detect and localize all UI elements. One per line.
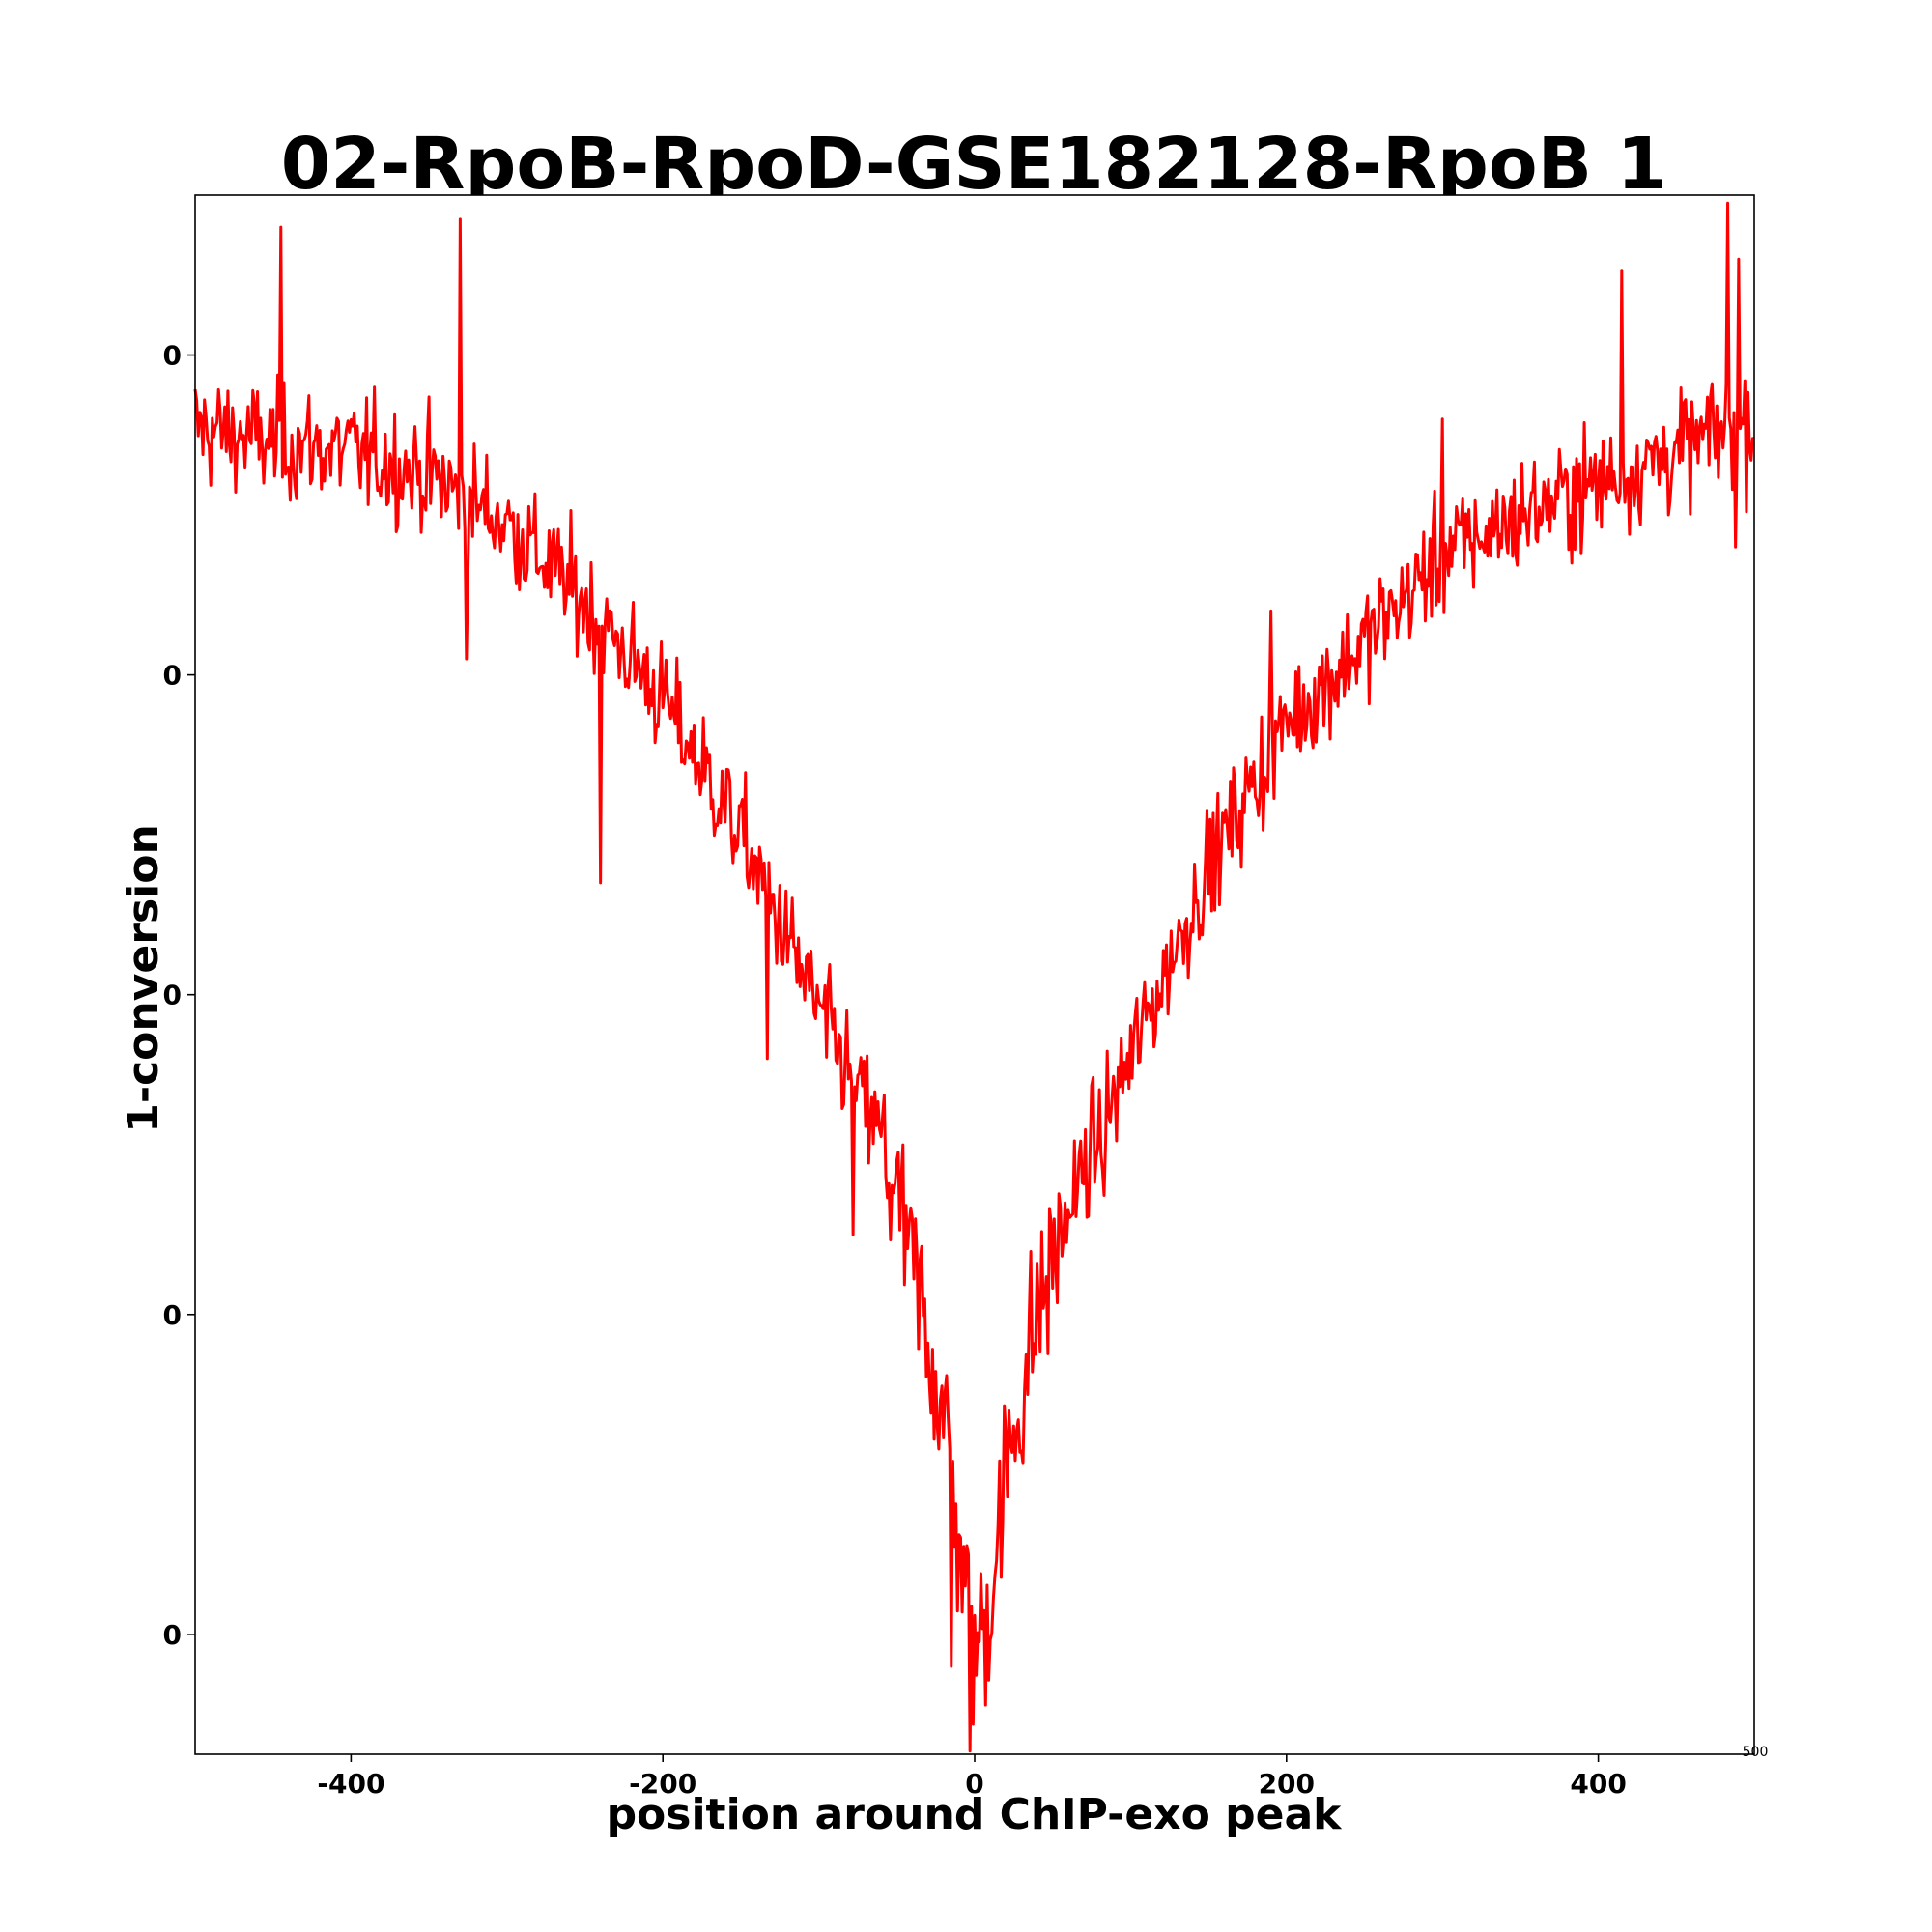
chart-title: 02-RpoB-RpoD-GSE182128-RpoB 1 xyxy=(281,123,1667,206)
x-axis-label: position around ChIP-exo peak xyxy=(607,1790,1344,1839)
x-axis: -400 -200 0 200 400 xyxy=(317,1754,1627,1800)
y-axis-label: 1-conversion xyxy=(119,824,168,1133)
x-tick-label: -400 xyxy=(317,1768,384,1800)
y-tick-label: 0 xyxy=(163,1619,182,1651)
y-tick-label: 0 xyxy=(163,1299,182,1331)
corner-tick-label: 500 xyxy=(1743,1745,1769,1760)
y-tick-label: 0 xyxy=(163,660,182,692)
plot-background xyxy=(195,195,1754,1754)
plot-area xyxy=(193,194,1755,1755)
y-tick-label: 0 xyxy=(163,340,182,372)
x-tick-label: 0 xyxy=(965,1768,983,1800)
series-line xyxy=(193,201,1755,1753)
line-layer xyxy=(193,201,1755,1753)
x-tick-label: 400 xyxy=(1570,1768,1626,1800)
y-axis: 0 0 0 0 0 xyxy=(163,340,195,1651)
y-tick-label: 0 xyxy=(163,980,182,1011)
x-tick-label: 200 xyxy=(1259,1768,1315,1800)
x-tick-label: -200 xyxy=(629,1768,696,1800)
